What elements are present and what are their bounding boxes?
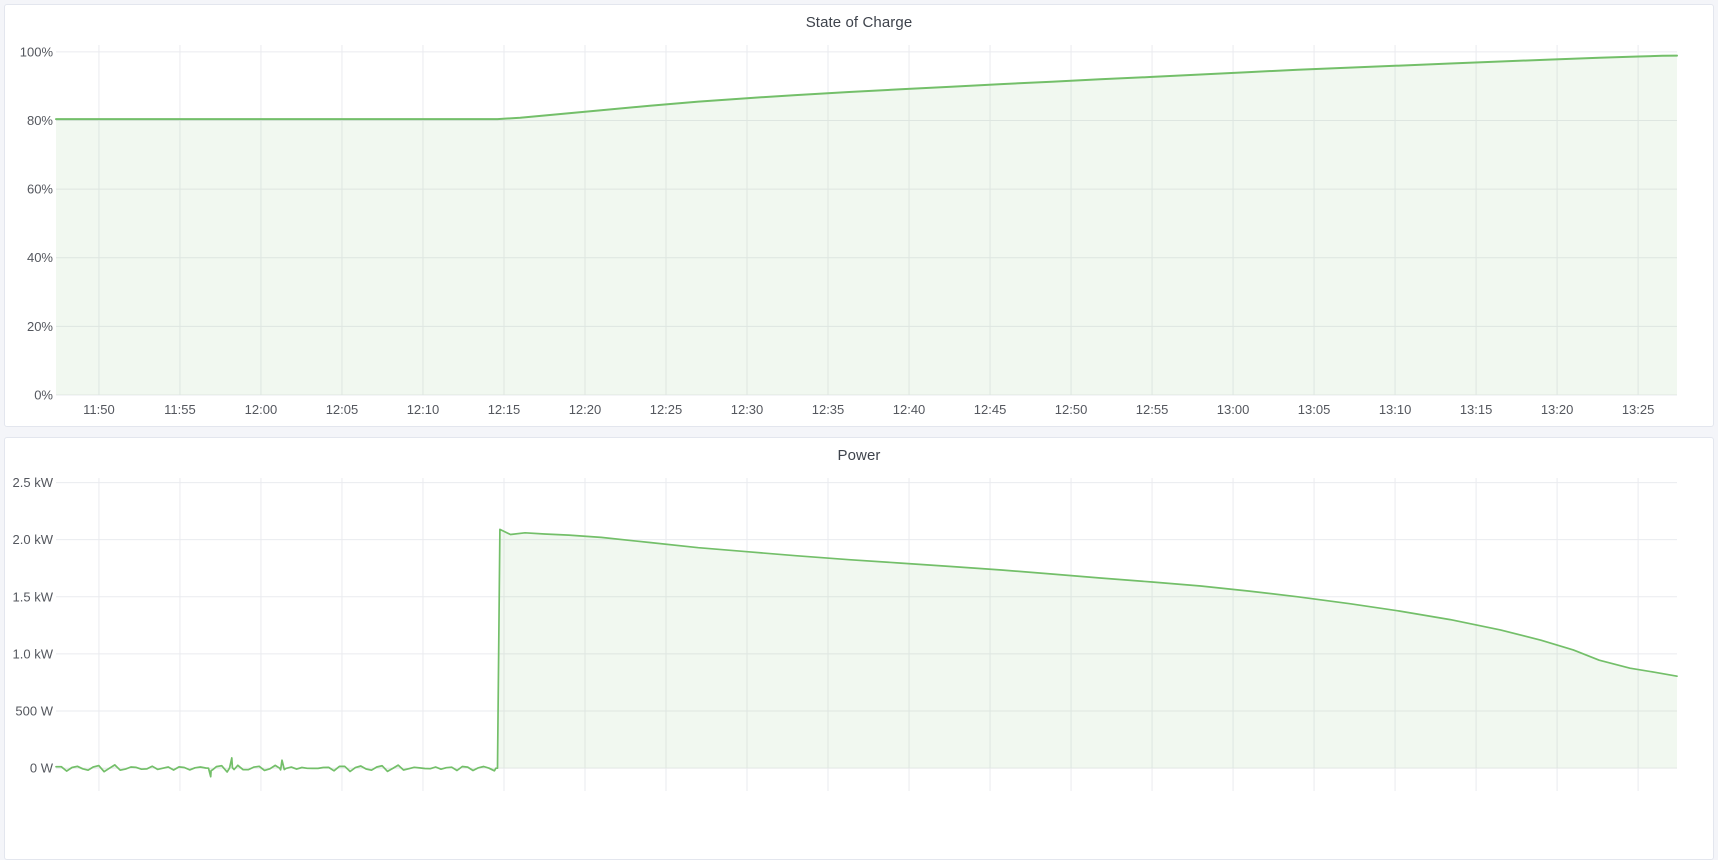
panel-header[interactable]: State of Charge — [5, 5, 1713, 39]
y-tick-label: 1.0 kW — [13, 646, 54, 661]
panel-title: Power — [837, 446, 881, 464]
x-tick-label: 12:20 — [569, 402, 602, 417]
state-of-charge-chart[interactable]: 0% 20% 40% 60% 80% 100% 11:50 11:55 12:00 12:05 12… — [5, 5, 1713, 426]
panel-title: State of Charge — [805, 13, 913, 31]
power-chart[interactable]: 0 W 500 W 1.0 kW 1.5 kW 2.0 kW 2.5 kW — [5, 438, 1713, 859]
y-tick-label: 2.5 kW — [13, 475, 54, 490]
y-tick-label: 100% — [20, 44, 54, 59]
y-tick-label: 20% — [27, 319, 53, 334]
panel-state-of-charge: State of Charge 0% 20% 40% 60% 80% 100% 11:50 1… — [4, 4, 1714, 427]
series-area-fill — [56, 55, 1677, 395]
x-tick-label: 12:00 — [245, 402, 278, 417]
series-area-fill — [56, 529, 1677, 777]
y-tick-label: 500 W — [15, 704, 53, 719]
x-tick-label: 12:25 — [650, 402, 683, 417]
y-tick-label: 80% — [27, 113, 53, 128]
x-tick-label: 12:30 — [731, 402, 764, 417]
x-tick-label: 12:35 — [812, 402, 845, 417]
x-tick-label: 12:45 — [974, 402, 1007, 417]
y-tick-label: 0 W — [30, 761, 54, 776]
panel-header[interactable]: Power — [5, 438, 1713, 472]
x-tick-label: 13:10 — [1379, 402, 1412, 417]
series-line — [55, 528, 1678, 778]
y-tick-label: 1.5 kW — [13, 589, 54, 604]
x-tick-label: 11:55 — [164, 402, 196, 417]
x-tick-label: 12:50 — [1055, 402, 1088, 417]
y-tick-label: 0% — [34, 388, 53, 403]
series-line — [55, 54, 1678, 121]
y-tick-label: 2.0 kW — [13, 532, 54, 547]
x-tick-label: 13:15 — [1460, 402, 1493, 417]
x-tick-label: 13:20 — [1541, 402, 1574, 417]
x-tick-label: 11:50 — [83, 402, 115, 417]
x-tick-label: 12:05 — [326, 402, 359, 417]
x-tick-label: 12:10 — [407, 402, 440, 417]
y-tick-label: 40% — [27, 250, 53, 265]
x-tick-label: 12:15 — [488, 402, 521, 417]
x-tick-label: 13:05 — [1298, 402, 1331, 417]
x-tick-label: 12:55 — [1136, 402, 1169, 417]
x-tick-label: 13:25 — [1622, 402, 1655, 417]
y-tick-label: 60% — [27, 182, 53, 197]
x-tick-label: 13:00 — [1217, 402, 1250, 417]
panel-power: Power 0 W 500 W 1.0 kW 1.5 kW 2.0 kW 2.5 kW — [4, 437, 1714, 860]
x-tick-label: 12:40 — [893, 402, 926, 417]
